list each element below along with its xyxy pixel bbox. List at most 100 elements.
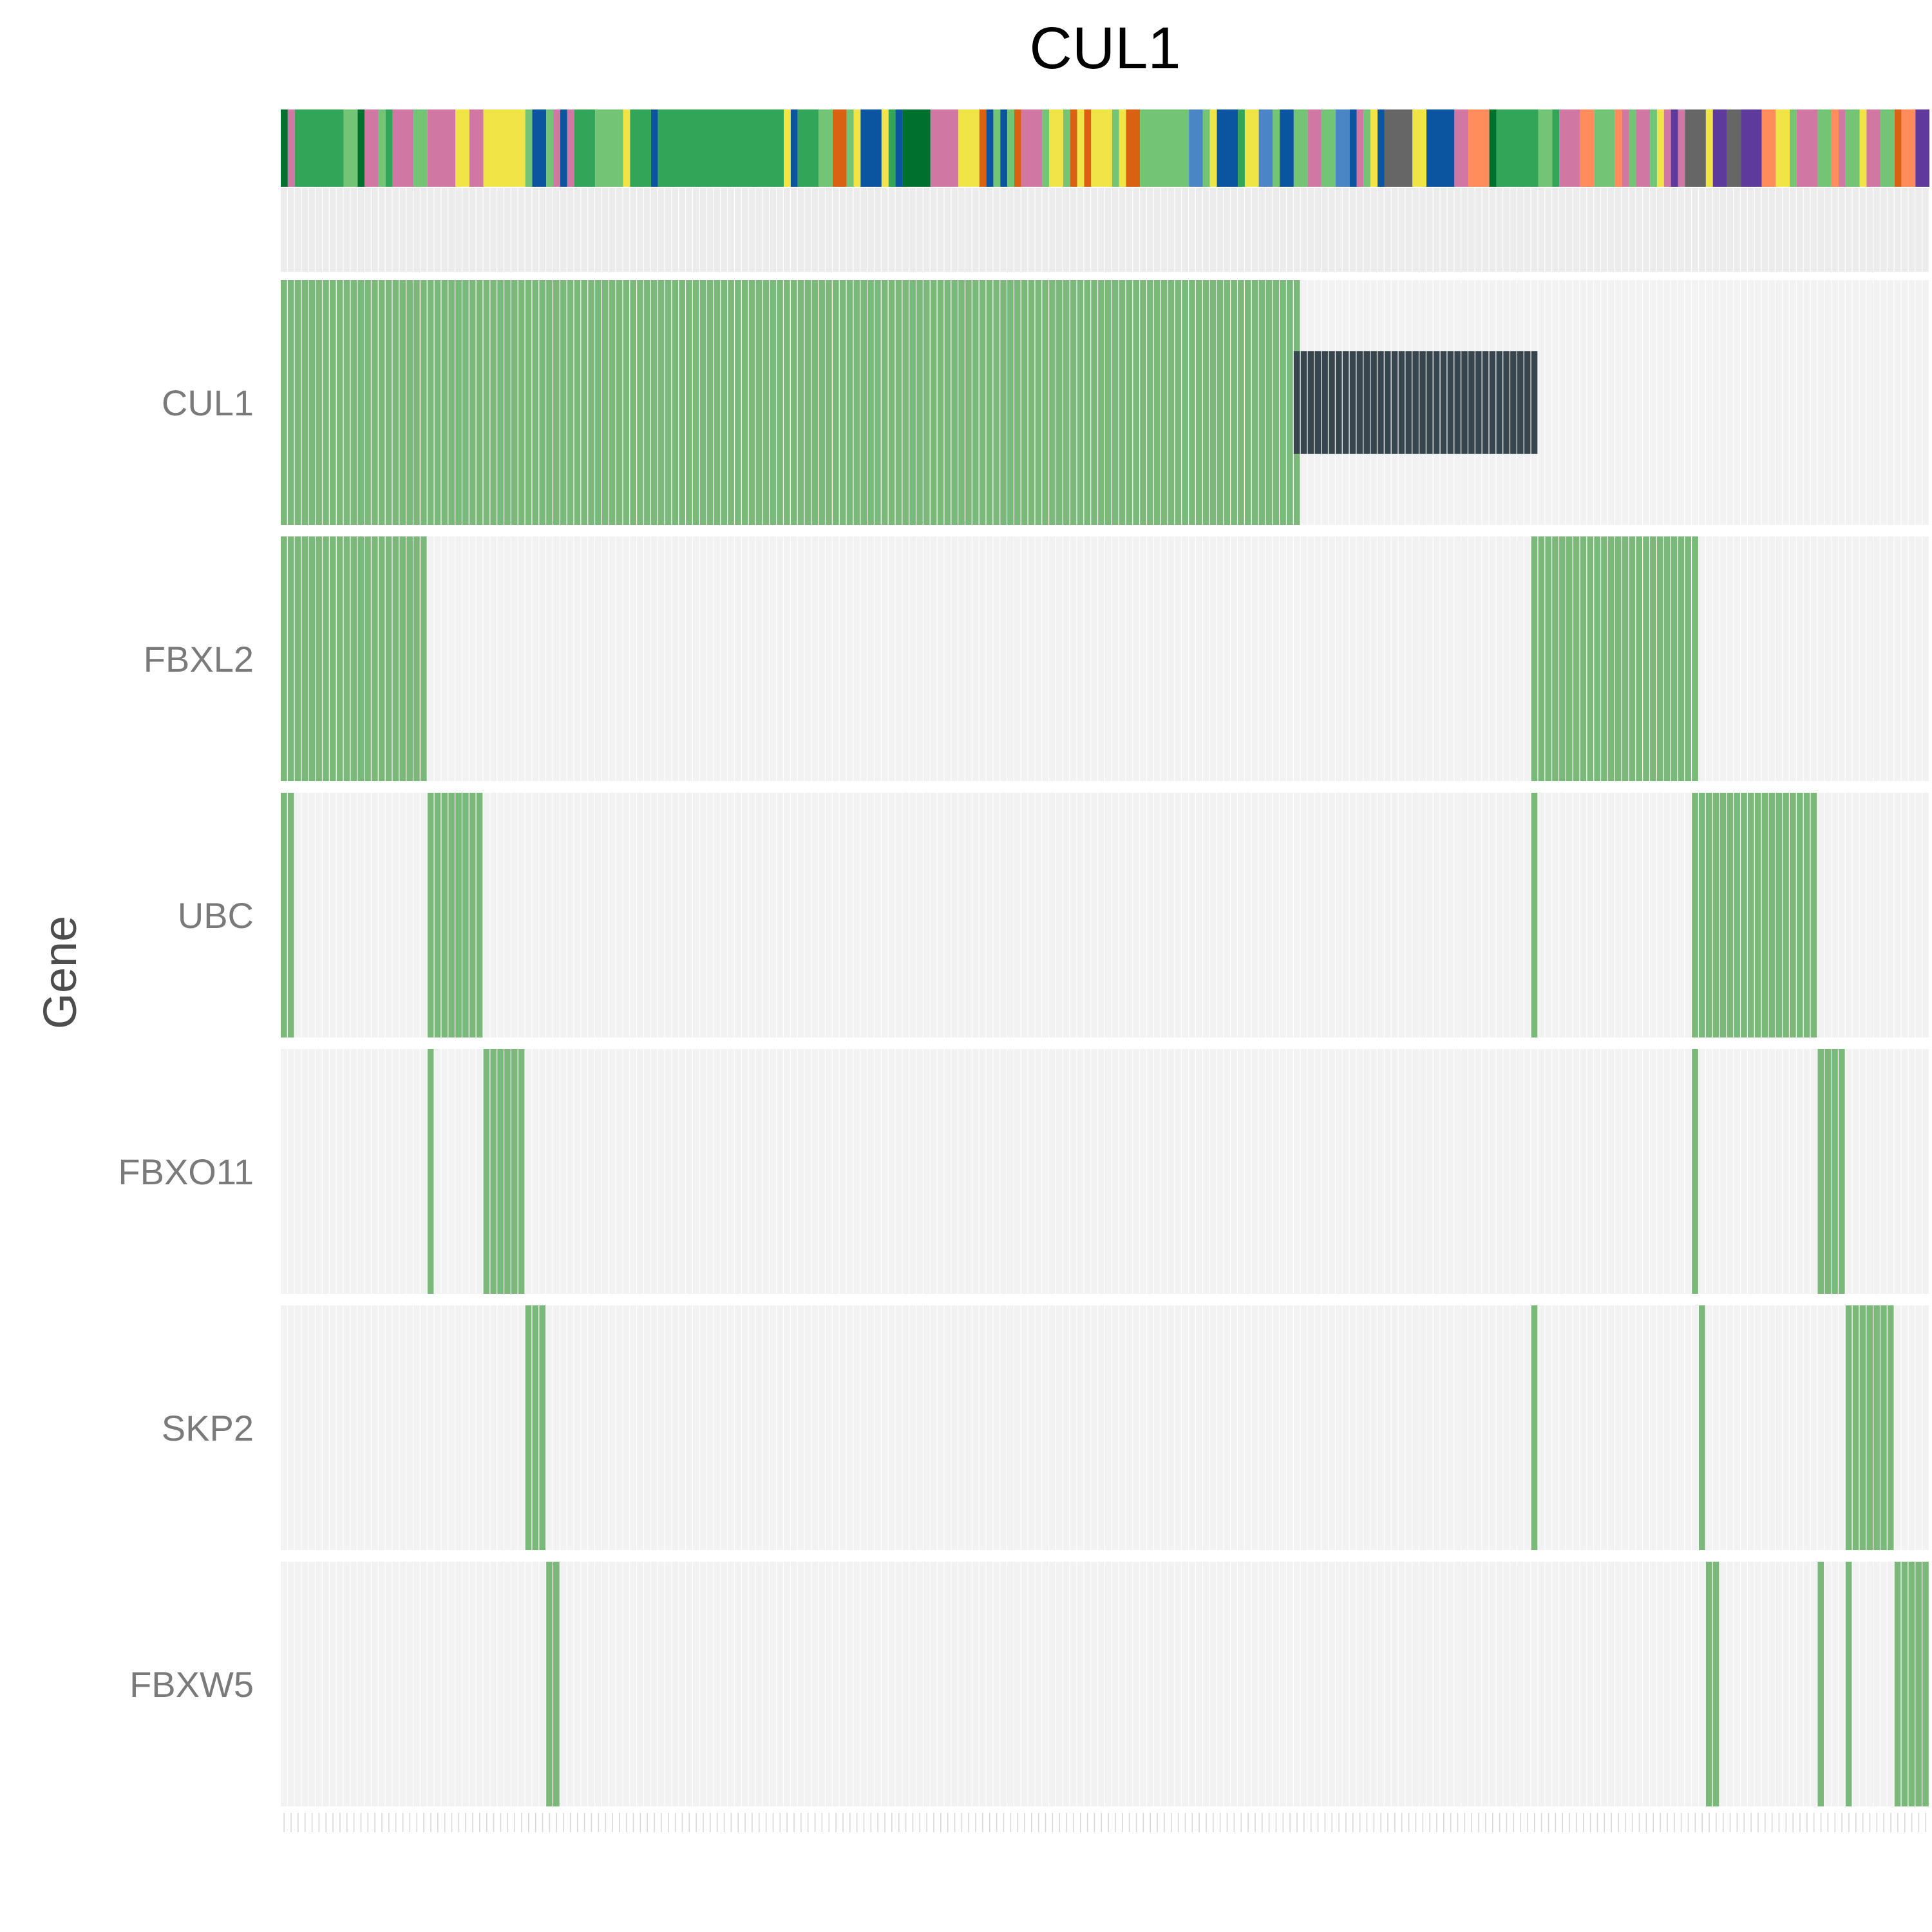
- background-cell: [1028, 793, 1035, 1037]
- alteration-cell: [770, 280, 776, 525]
- background-cell: [1573, 1305, 1580, 1550]
- alteration-cell: [308, 280, 316, 525]
- background-cell: [399, 793, 406, 1037]
- background-cell: [777, 536, 783, 781]
- background-cell: [965, 1049, 972, 1294]
- background-cell: [385, 793, 392, 1037]
- gene-row-fbxl2: [281, 536, 1929, 781]
- background-cell: [1342, 1562, 1349, 1806]
- bottom-tick: [1750, 1813, 1752, 1832]
- alteration-cell: [392, 280, 399, 525]
- bottom-tick: [1806, 1813, 1808, 1832]
- alteration-cell: [1531, 793, 1538, 1037]
- background-cell: [993, 536, 1000, 781]
- background-cell: [601, 536, 609, 781]
- background-cell: [1314, 1562, 1321, 1806]
- annotation-gap-cell: [406, 188, 413, 272]
- background-cell: [483, 536, 490, 781]
- alteration-cell: [881, 280, 888, 525]
- background-cell: [567, 1305, 574, 1550]
- background-cell: [706, 1049, 714, 1294]
- alteration-cell: [623, 280, 630, 525]
- background-cell: [1552, 793, 1558, 1037]
- alteration-cell: [1077, 280, 1084, 525]
- bottom-tick: [632, 1813, 634, 1832]
- bottom-tick: [465, 1813, 466, 1832]
- background-cell: [1342, 536, 1349, 781]
- annotation-segment: [1629, 109, 1636, 187]
- background-cell: [888, 536, 895, 781]
- bottom-tick: [1219, 1813, 1221, 1832]
- background-cell: [748, 536, 755, 781]
- background-cell: [1398, 1562, 1405, 1806]
- background-cell: [504, 536, 511, 781]
- background-cell: [511, 793, 518, 1037]
- background-cell: [1147, 1305, 1153, 1550]
- bottom-tick: [849, 1813, 851, 1832]
- background-cell: [1265, 1049, 1273, 1294]
- background-cell: [1398, 1305, 1405, 1550]
- background-cell: [462, 1049, 469, 1294]
- background-cell: [518, 1305, 525, 1550]
- alteration-cell: [413, 280, 420, 525]
- bottom-tick: [1555, 1813, 1557, 1832]
- annotation-gap-cell: [1314, 188, 1321, 272]
- annotation-gap-cell: [986, 188, 993, 272]
- background-cell: [1629, 1305, 1636, 1550]
- annotation-gap-cell: [1007, 188, 1014, 272]
- annotation-gap-cell: [1329, 188, 1335, 272]
- background-cell: [1629, 793, 1636, 1037]
- background-cell: [1601, 280, 1607, 525]
- background-cell: [1894, 1305, 1901, 1550]
- alteration-cell: [343, 280, 350, 525]
- background-cell: [1524, 793, 1531, 1037]
- bottom-tick: [667, 1813, 669, 1832]
- annotation-segment: [650, 109, 658, 187]
- bottom-tick: [1345, 1813, 1347, 1832]
- alteration-mid-bar-cell: [1482, 351, 1489, 454]
- background-cell: [1112, 1305, 1119, 1550]
- background-cell: [784, 1305, 790, 1550]
- background-cell: [616, 536, 623, 781]
- alteration-cell: [930, 280, 937, 525]
- alteration-cell: [294, 280, 301, 525]
- background-cell: [1587, 1305, 1594, 1550]
- bottom-tick: [318, 1813, 320, 1832]
- annotation-gap-cell: [392, 188, 399, 272]
- background-cell: [560, 536, 567, 781]
- gene-row-skp2: [281, 1305, 1929, 1550]
- background-cell: [1643, 1562, 1649, 1806]
- background-cell: [441, 1049, 448, 1294]
- bottom-tick: [402, 1813, 404, 1832]
- background-cell: [1007, 1305, 1014, 1550]
- background-cell: [923, 536, 930, 781]
- alteration-cell: [1727, 793, 1734, 1037]
- gene-row-cul1: [281, 280, 1929, 525]
- annotation-segment: [1880, 109, 1895, 187]
- background-cell: [1692, 280, 1698, 525]
- background-cell: [1908, 793, 1915, 1037]
- bottom-tick: [367, 1813, 369, 1832]
- background-cell: [1342, 1305, 1349, 1550]
- background-cell: [1859, 1562, 1866, 1806]
- background-cell: [420, 1305, 427, 1550]
- background-cell: [539, 536, 546, 781]
- background-cell: [811, 1562, 819, 1806]
- background-cell: [1098, 1562, 1104, 1806]
- alteration-cell: [406, 280, 413, 525]
- annotation-gap-cell: [1273, 188, 1279, 272]
- alteration-cell: [287, 536, 294, 781]
- background-cell: [1189, 536, 1195, 781]
- alteration-cell: [1776, 793, 1783, 1037]
- background-cell: [686, 1049, 692, 1294]
- background-cell: [965, 536, 972, 781]
- background-cell: [1042, 536, 1049, 781]
- background-cell: [1922, 793, 1929, 1037]
- background-cell: [951, 1049, 958, 1294]
- alteration-cell: [1636, 536, 1643, 781]
- annotation-gap-cell: [1685, 188, 1691, 272]
- background-cell: [1656, 1305, 1663, 1550]
- alteration-cell: [1845, 1562, 1852, 1806]
- alteration-cell: [658, 280, 665, 525]
- background-cell: [1776, 280, 1783, 525]
